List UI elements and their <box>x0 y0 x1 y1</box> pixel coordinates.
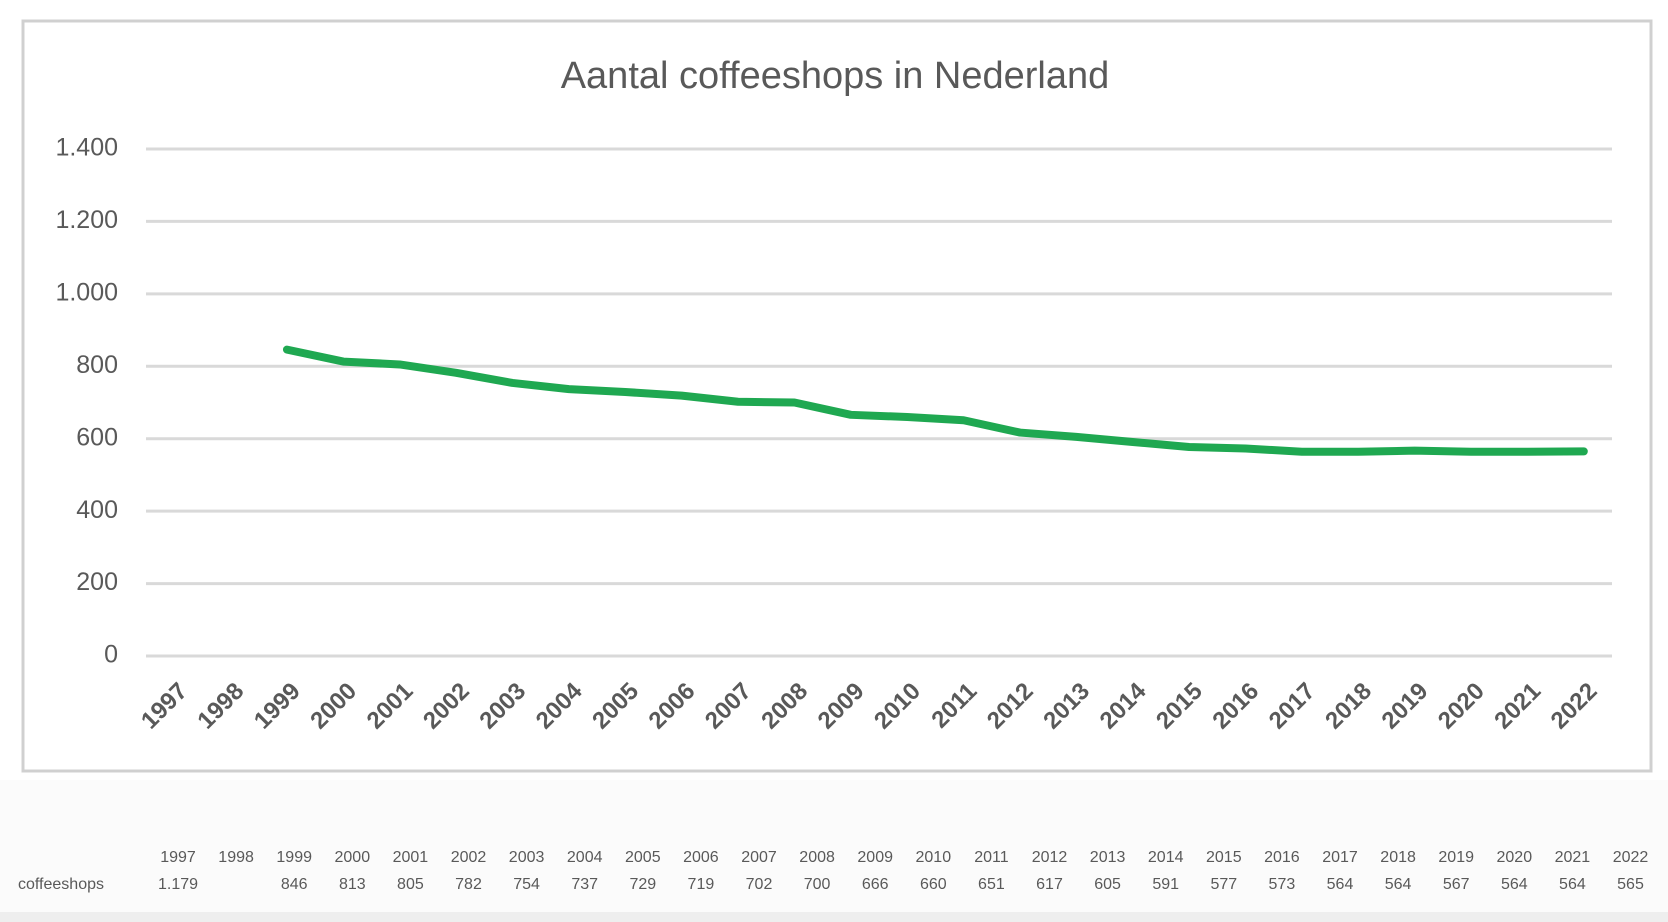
y-tick-label: 800 <box>76 351 118 379</box>
table-cell: 702 <box>746 876 773 893</box>
table-header: 2011 <box>974 849 1009 866</box>
table-header: 2021 <box>1555 849 1591 866</box>
table-cell: 573 <box>1269 876 1296 893</box>
table-cell: 666 <box>862 876 889 893</box>
table-header: 2003 <box>509 849 545 866</box>
table-header: 2004 <box>567 849 603 866</box>
table-cell: 564 <box>1559 876 1586 893</box>
table-header: 2006 <box>683 849 719 866</box>
y-tick-label: 0 <box>104 641 118 669</box>
table-cell: 700 <box>804 876 831 893</box>
table-cell: 846 <box>281 876 308 893</box>
table-header: 1998 <box>218 849 254 866</box>
table-header: 2014 <box>1148 849 1184 866</box>
data-line <box>282 345 1588 456</box>
table-cell: 591 <box>1152 876 1179 893</box>
table-header: 2008 <box>799 849 835 866</box>
table-header: 2022 <box>1613 849 1649 866</box>
table-cell: 617 <box>1036 876 1063 893</box>
table-cell: 605 <box>1094 876 1121 893</box>
table-row-label: coffeeshops <box>18 876 104 893</box>
table-header: 1997 <box>160 849 196 866</box>
table-header: 2018 <box>1380 849 1416 866</box>
table-cell: 660 <box>920 876 947 893</box>
table-cell: 782 <box>455 876 482 893</box>
y-tick-label: 200 <box>76 568 118 596</box>
table-header: 2005 <box>625 849 661 866</box>
table-header: 2019 <box>1438 849 1474 866</box>
table-cell: 805 <box>397 876 424 893</box>
table-cell: 729 <box>629 876 656 893</box>
bottom-band <box>0 912 1668 922</box>
chart-frame <box>21 19 1653 773</box>
table-header: 1999 <box>276 849 312 866</box>
table-cell: 651 <box>978 876 1005 893</box>
table-cell: 564 <box>1385 876 1412 893</box>
table-header: 2013 <box>1090 849 1126 866</box>
table-header: 2015 <box>1206 849 1242 866</box>
table-cell: 567 <box>1443 876 1470 893</box>
table-cell: 564 <box>1327 876 1354 893</box>
table-header: 2016 <box>1264 849 1300 866</box>
table-header: 2007 <box>741 849 777 866</box>
table-header: 2010 <box>916 849 952 866</box>
chart-title: Aantal coffeeshops in Nederland <box>561 55 1110 97</box>
table-header: 2009 <box>857 849 893 866</box>
table-header: 2020 <box>1497 849 1533 866</box>
y-tick-label: 1.200 <box>55 206 118 234</box>
table-header: 2012 <box>1032 849 1068 866</box>
table-header: 2000 <box>335 849 371 866</box>
table-cell: 564 <box>1501 876 1528 893</box>
table-header: 2017 <box>1322 849 1358 866</box>
y-tick-label: 400 <box>76 496 118 524</box>
table-header: 2001 <box>393 849 429 866</box>
y-tick-label: 1.400 <box>55 134 118 162</box>
table-cell: 813 <box>339 876 366 893</box>
y-tick-label: 1.000 <box>55 278 118 306</box>
table-cell: 565 <box>1617 876 1644 893</box>
table-cell: 577 <box>1210 876 1237 893</box>
table-header: 2002 <box>451 849 487 866</box>
table-background <box>0 780 1668 922</box>
table-cell: 719 <box>688 876 715 893</box>
table-cell: 1.179 <box>158 876 198 893</box>
y-tick-label: 600 <box>76 423 118 451</box>
table-cell: 737 <box>571 876 598 893</box>
table-cell: 754 <box>513 876 540 893</box>
